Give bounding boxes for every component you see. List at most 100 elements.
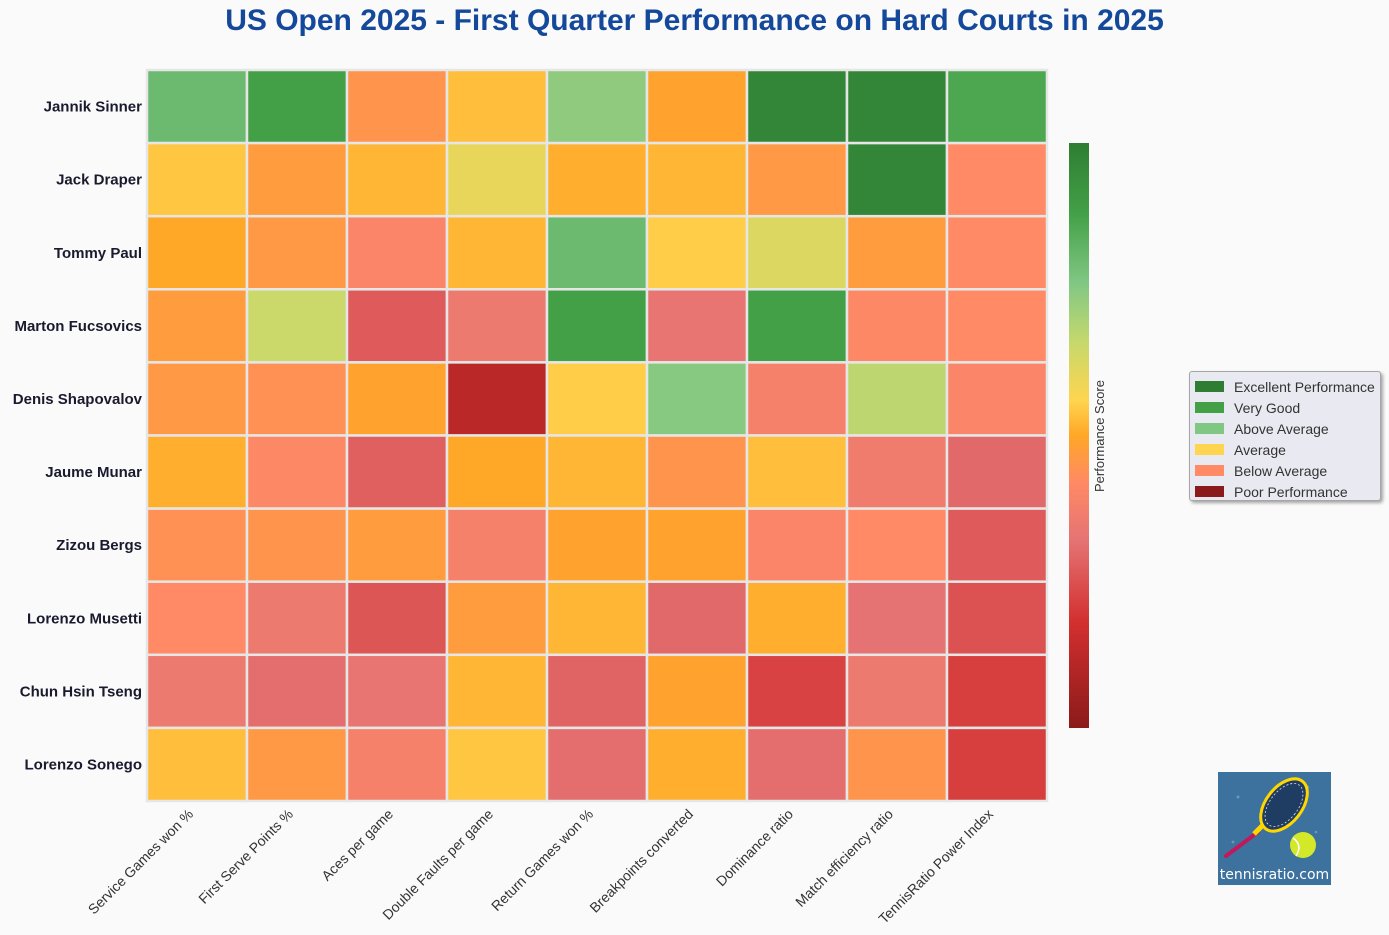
legend-item-excellent: Excellent Performance xyxy=(1195,376,1380,397)
heatmap-cell xyxy=(545,434,649,510)
heatmap-cell xyxy=(645,214,749,291)
legend-swatch-very-good xyxy=(1195,402,1224,413)
row-label: Jack Draper xyxy=(56,172,142,189)
heatmap-cell xyxy=(745,653,849,730)
legend-swatch-below-average xyxy=(1195,465,1224,476)
heatmap-cell xyxy=(445,580,549,657)
heatmap-cell xyxy=(645,507,749,583)
heatmap-cell xyxy=(245,580,349,657)
legend-item-very-good: Very Good xyxy=(1195,397,1380,418)
heatmap-cells xyxy=(145,68,1049,803)
row-label: Jannik Sinner xyxy=(44,99,143,116)
heatmap-cell xyxy=(245,653,349,730)
heatmap-cell xyxy=(345,653,449,730)
heatmap-cell xyxy=(945,434,1049,510)
heatmap-cell xyxy=(545,580,649,657)
heatmap-cell xyxy=(645,434,749,510)
legend-swatch-above-average xyxy=(1195,423,1224,434)
heatmap-cell xyxy=(845,68,949,145)
heatmap-cell xyxy=(145,214,249,291)
heatmap-cell xyxy=(745,141,849,218)
heatmap-cell xyxy=(345,141,449,218)
heatmap-cell xyxy=(145,653,249,730)
heatmap-cell xyxy=(245,141,349,218)
legend-label-average: Average xyxy=(1234,441,1286,458)
heatmap-cell xyxy=(245,507,349,583)
heatmap-cell xyxy=(845,214,949,291)
heatmap-cell xyxy=(145,580,249,657)
heatmap-cell xyxy=(645,653,749,730)
heatmap-cell xyxy=(645,361,749,437)
heatmap-cell xyxy=(545,726,649,803)
tennisratio-logo: tennisratio.com xyxy=(1218,772,1331,885)
heatmap-cell xyxy=(445,653,549,730)
column-label: Double Faults per game xyxy=(379,806,496,923)
column-label: Dominance ratio xyxy=(713,806,797,890)
heatmap-cell xyxy=(545,214,649,291)
heatmap-cell xyxy=(745,580,849,657)
heatmap-cell xyxy=(545,653,649,730)
legend-swatch-excellent xyxy=(1195,381,1224,392)
heatmap-cell xyxy=(345,288,449,364)
chart-title: US Open 2025 - First Quarter Performance… xyxy=(225,4,1164,37)
heatmap-cell xyxy=(945,653,1049,730)
column-label: TennisRatio Power Index xyxy=(875,806,996,927)
legend-label-excellent: Excellent Performance xyxy=(1234,378,1375,395)
heatmap-cell xyxy=(945,361,1049,437)
heatmap-cell xyxy=(845,434,949,510)
heatmap-cell xyxy=(545,68,649,145)
heatmap-cell xyxy=(345,726,449,803)
heatmap-cell xyxy=(745,507,849,583)
heatmap-cell xyxy=(645,68,749,145)
heatmap-cell xyxy=(845,507,949,583)
heatmap-cell xyxy=(345,361,449,437)
heatmap-cell xyxy=(545,507,649,583)
column-labels: Service Games won % First Serve Points % A… xyxy=(85,806,996,927)
heatmap-cell xyxy=(545,361,649,437)
heatmap-cell xyxy=(945,288,1049,364)
legend: Excellent Performance Very Good Above Av… xyxy=(1189,371,1381,501)
row-label: Zizou Bergs xyxy=(56,537,142,554)
legend-label-below-average: Below Average xyxy=(1234,462,1328,479)
heatmap-cell xyxy=(645,580,749,657)
legend-item-below-average: Below Average xyxy=(1195,460,1380,481)
legend-swatch-average xyxy=(1195,444,1224,455)
heatmap-cell xyxy=(645,726,749,803)
legend-swatch-poor xyxy=(1195,486,1224,497)
heatmap-cell xyxy=(445,361,549,437)
legend-label-poor: Poor Performance xyxy=(1234,483,1348,500)
heatmap-cell xyxy=(345,507,449,583)
column-label: Service Games won % xyxy=(85,806,196,917)
column-label: First Serve Points % xyxy=(195,806,296,907)
heatmap-cell xyxy=(945,68,1049,145)
heatmap-cell xyxy=(745,214,849,291)
heatmap-cell xyxy=(445,214,549,291)
row-label: Chun Hsin Tseng xyxy=(20,683,142,700)
heatmap-cell xyxy=(245,434,349,510)
heatmap-cell xyxy=(845,288,949,364)
heatmap-cell xyxy=(445,141,549,218)
heatmap-cell xyxy=(145,507,249,583)
heatmap-cell xyxy=(845,580,949,657)
heatmap-cell xyxy=(245,361,349,437)
row-labels: Jannik Sinner Jack Draper Tommy Paul Marton… xyxy=(13,99,143,774)
heatmap-cell xyxy=(945,141,1049,218)
row-label: Jaume Munar xyxy=(45,464,142,481)
heatmap-cell xyxy=(245,726,349,803)
heatmap-cell xyxy=(545,141,649,218)
heatmap-cell xyxy=(145,68,249,145)
row-label: Marton Fucsovics xyxy=(14,318,142,335)
heatmap-cell xyxy=(745,288,849,364)
heatmap-cell xyxy=(145,288,249,364)
heatmap-cell xyxy=(145,434,249,510)
heatmap-cell xyxy=(845,726,949,803)
legend-label-very-good: Very Good xyxy=(1234,399,1301,416)
heatmap-cell xyxy=(545,288,649,364)
heatmap-cell xyxy=(345,214,449,291)
heatmap-cell xyxy=(945,726,1049,803)
heatmap-cell xyxy=(145,726,249,803)
row-label: Lorenzo Musetti xyxy=(27,610,142,627)
heatmap-cell xyxy=(745,434,849,510)
heatmap-cell xyxy=(245,214,349,291)
